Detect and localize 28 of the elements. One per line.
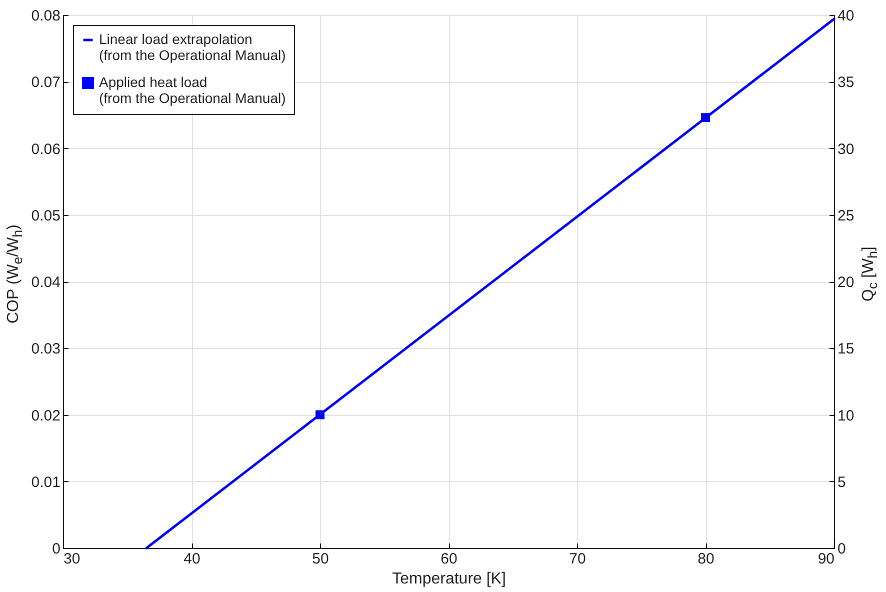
y2-tick-label: 30 bbox=[838, 140, 854, 158]
y-tick-label: 0.07 bbox=[31, 74, 60, 92]
y2-tick-label: 10 bbox=[838, 407, 854, 424]
y-tick-label: 0.05 bbox=[31, 207, 60, 224]
y-tick-label: 0.02 bbox=[31, 407, 60, 424]
y2-tick-label: 35 bbox=[838, 74, 854, 92]
legend-label: Applied heat load (from the Operational Manual) bbox=[99, 74, 286, 106]
x-tick-label: 80 bbox=[698, 550, 714, 568]
y-tick-label: 0.04 bbox=[31, 274, 60, 291]
x-tick-label: 50 bbox=[312, 550, 329, 568]
x-tick-label: 70 bbox=[569, 550, 586, 568]
x-tick-label: 90 bbox=[818, 550, 834, 568]
y2-tick-label: 0 bbox=[838, 540, 846, 558]
y-tick-label: 0.01 bbox=[31, 474, 60, 491]
x-tick-label: 60 bbox=[440, 550, 458, 568]
y2-tick-label: 25 bbox=[838, 207, 854, 224]
y-tick-label: 0.06 bbox=[31, 140, 60, 158]
y2-tick-label: 5 bbox=[838, 474, 846, 491]
y-tick-label: 0 bbox=[52, 540, 60, 558]
y-tick-label: 0.08 bbox=[31, 8, 60, 24]
y2-tick-label: 40 bbox=[838, 8, 854, 24]
x-axis-title: Temperature [K] bbox=[392, 570, 506, 588]
y2-tick-label: 15 bbox=[838, 340, 854, 358]
legend-label: Linear load extrapolation (from the Operational Manual) bbox=[99, 31, 286, 63]
x-tick-label: 40 bbox=[184, 550, 200, 568]
y-tick-label: 0.03 bbox=[31, 340, 60, 358]
y2-tick-label: 20 bbox=[838, 274, 854, 291]
x-tick-label: 30 bbox=[64, 550, 80, 568]
